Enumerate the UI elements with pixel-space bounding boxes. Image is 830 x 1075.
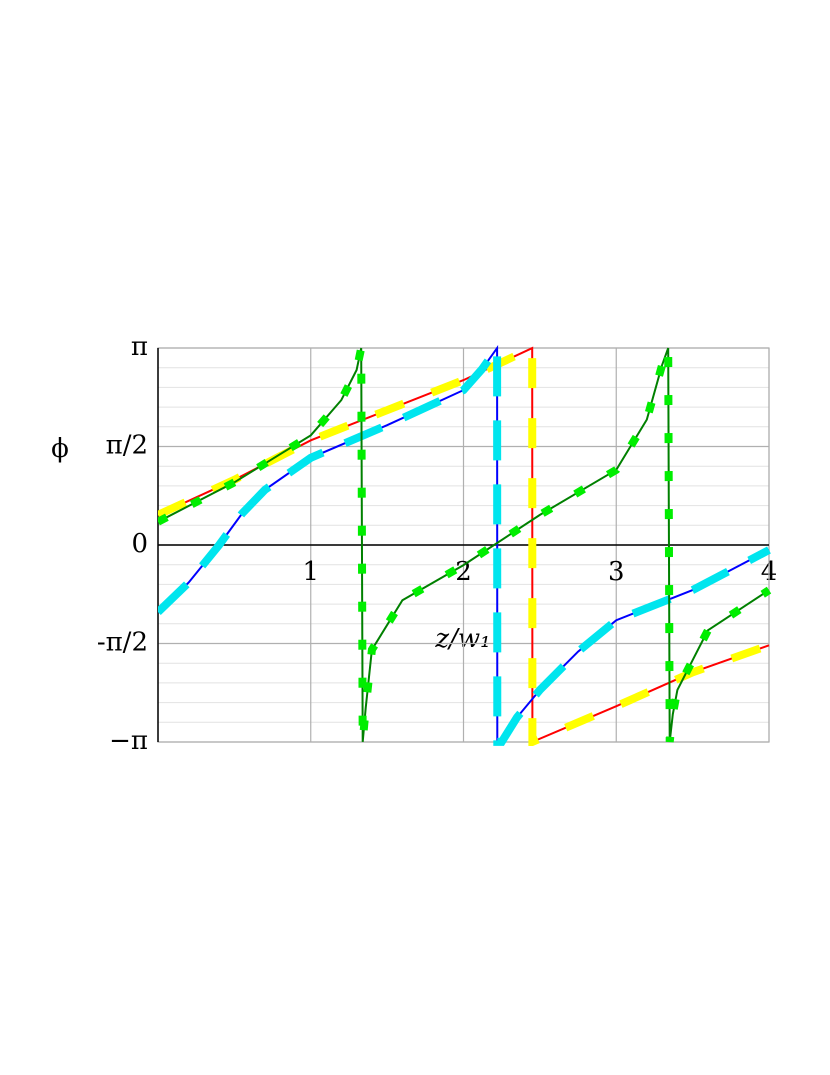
y-tick-label: -π/2 <box>97 628 148 658</box>
x-tick-label: 2 <box>455 557 472 587</box>
series-overlay <box>158 344 771 746</box>
x-tick-label: 3 <box>608 557 625 587</box>
y-tick-label: π <box>131 332 148 362</box>
x-axis-label: z/w₁ <box>434 624 490 654</box>
y-axis-label: ϕ <box>51 434 69 464</box>
x-tick-label: 1 <box>302 557 319 587</box>
series-overlay <box>158 346 772 743</box>
y-tick-label: −π <box>109 726 148 756</box>
y-tick-label: 0 <box>131 529 148 559</box>
y-tick-label: π/2 <box>106 430 148 460</box>
